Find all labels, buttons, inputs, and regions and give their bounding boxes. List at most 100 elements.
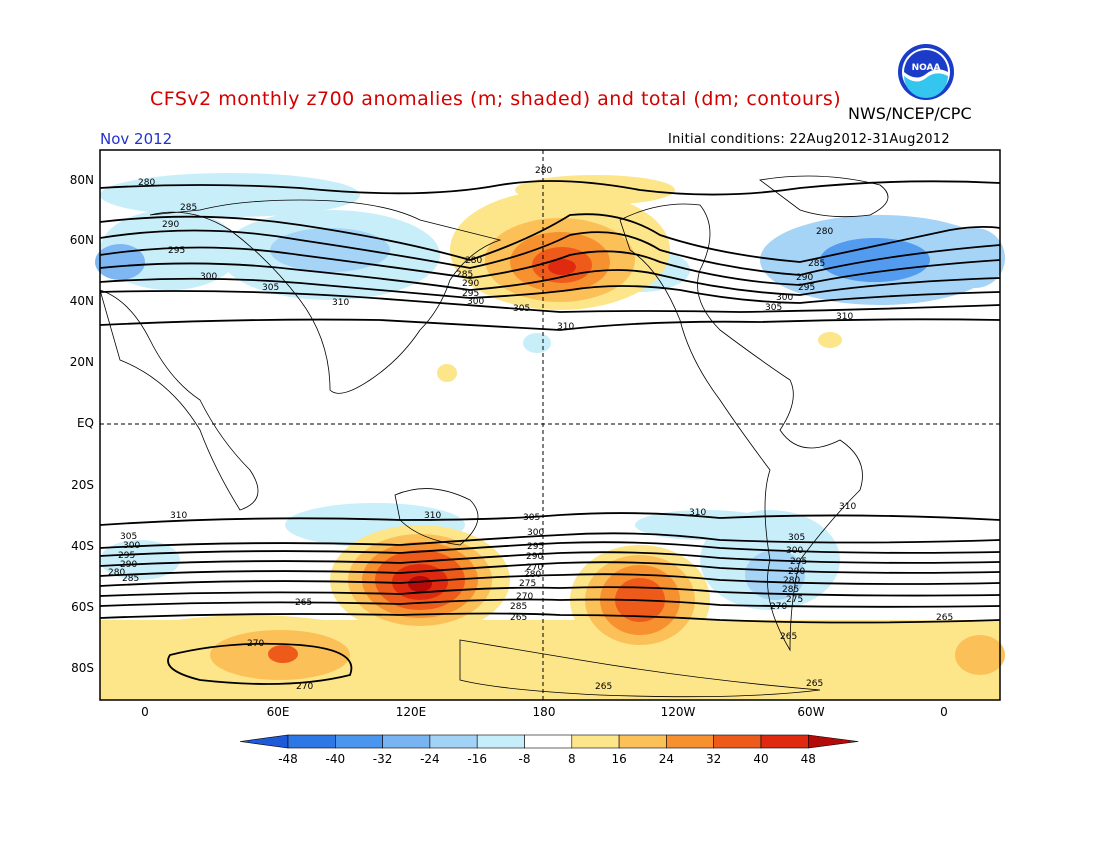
contour-label: 275 — [786, 595, 804, 605]
colorbar-label: -24 — [420, 752, 440, 766]
contour-label: 270 — [516, 592, 534, 602]
contour-label: 280 — [535, 166, 553, 176]
contour-label: 305 — [523, 513, 541, 523]
lat-label: 40S — [71, 539, 94, 553]
contour-label: 265 — [295, 598, 313, 608]
contour-label: 300 — [123, 541, 141, 551]
contour-label: 290 — [120, 560, 138, 570]
colorbar-segment — [618, 734, 667, 749]
colorbar-segment — [807, 734, 859, 749]
contour-label: 270 — [247, 639, 265, 649]
lat-label: 20S — [71, 478, 94, 492]
lat-label: 80N — [69, 173, 94, 187]
height-contours — [99, 180, 1001, 685]
contour-label: 280 — [783, 576, 801, 586]
contour-label: 310 — [836, 312, 854, 322]
contour-label: 310 — [170, 511, 188, 521]
colorbar-label: 40 — [753, 752, 769, 766]
colorbar-label: 32 — [706, 752, 722, 766]
contour-label: 310 — [557, 322, 575, 332]
contour-label: 305 — [513, 304, 531, 314]
lat-label: 80S — [71, 661, 94, 675]
colorbar-label: -16 — [467, 752, 487, 766]
colorbar-label: 48 — [800, 752, 816, 766]
contour-label: 295 — [168, 246, 186, 256]
colorbar-label: -48 — [278, 752, 298, 766]
lon-label: 60W — [797, 705, 825, 719]
contour-label: 305 — [765, 303, 783, 313]
colorbar-segment — [287, 734, 336, 749]
lat-label: 20N — [69, 355, 94, 369]
logo-text: NOAA — [912, 63, 941, 73]
colorbar-label: -40 — [325, 752, 346, 766]
contour-label: 265 — [595, 682, 613, 692]
contour-label: 265 — [510, 613, 528, 623]
contour-label: 275 — [519, 579, 537, 589]
contour-label: 270 — [526, 563, 544, 573]
contour-label: 285 — [180, 203, 198, 213]
lat-label: EQ — [76, 416, 94, 430]
contour-label: 280 — [138, 178, 156, 188]
lon-label: 120E — [395, 705, 427, 719]
contour-label: 285 — [122, 574, 140, 584]
colorbar-segment — [334, 734, 383, 749]
contour-label: 310 — [424, 511, 442, 521]
contour-label: 310 — [689, 508, 707, 518]
colorbar-segment — [571, 734, 620, 749]
colorbar-label: -8 — [518, 752, 531, 766]
colorbar-segment — [239, 734, 289, 749]
contour-label: 300 — [776, 293, 794, 303]
contour-label: 280 — [816, 227, 834, 237]
contour-label: 295 — [790, 557, 808, 567]
lon-label: 0 — [141, 705, 149, 719]
contour-label: 290 — [162, 220, 180, 230]
reference-lines — [100, 150, 1000, 700]
colorbar-segment — [476, 734, 525, 749]
contour-label: 285 — [808, 259, 826, 269]
negative-anomalies — [95, 173, 1005, 610]
colorbar-segment — [713, 734, 762, 749]
colorbar-segment — [429, 734, 478, 749]
contour-label: 285 — [510, 602, 528, 612]
contour-label: 280 — [524, 570, 542, 580]
contour-label: 295 — [527, 542, 545, 552]
contour-label: 285 — [456, 270, 474, 280]
contour-label: 290 — [462, 279, 480, 289]
lon-label: 180 — [532, 705, 556, 719]
map-title: CFSv2 monthly z700 anomalies (m; shaded)… — [150, 88, 842, 110]
colorbar — [239, 734, 859, 749]
contour-label: 300 — [467, 297, 485, 307]
agency-label: NWS/NCEP/CPC — [848, 104, 972, 123]
valid-month-label: Nov 2012 — [100, 130, 173, 148]
initial-conditions-label: Initial conditions: 22Aug2012-31Aug2012 — [668, 132, 950, 147]
colorbar-label: -32 — [372, 752, 393, 766]
colorbar-segment — [382, 734, 431, 749]
lat-label: 40N — [69, 294, 94, 308]
map-frame — [99, 149, 1001, 701]
contour-label: 300 — [200, 272, 218, 282]
contour-label: 270 — [296, 682, 314, 692]
contour-label: 290 — [526, 552, 544, 562]
contour-label: 300 — [527, 528, 545, 538]
colorbar-label: 16 — [611, 752, 627, 766]
noaa-logo: NOAA — [898, 44, 954, 100]
contour-label: 265 — [936, 613, 954, 623]
colorbar-segment — [666, 734, 715, 749]
contour-label: 295 — [798, 283, 816, 293]
contour-label: 300 — [786, 546, 804, 556]
lon-label: 0 — [940, 705, 948, 719]
contour-label: 265 — [780, 632, 798, 642]
contour-label: 290 — [788, 567, 806, 577]
contour-label: 295 — [118, 551, 136, 561]
contour-label: 285 — [782, 585, 800, 595]
lat-label: 60S — [71, 600, 94, 614]
lat-label: 60N — [69, 233, 94, 247]
contour-label: 270 — [770, 602, 788, 612]
coastlines — [99, 175, 889, 698]
positive-anomalies — [100, 175, 1005, 700]
contour-label: 280 — [108, 568, 126, 578]
contour-label: 280 — [465, 256, 483, 266]
contour-label: 290 — [796, 273, 814, 283]
contour-label: 305 — [262, 283, 280, 293]
